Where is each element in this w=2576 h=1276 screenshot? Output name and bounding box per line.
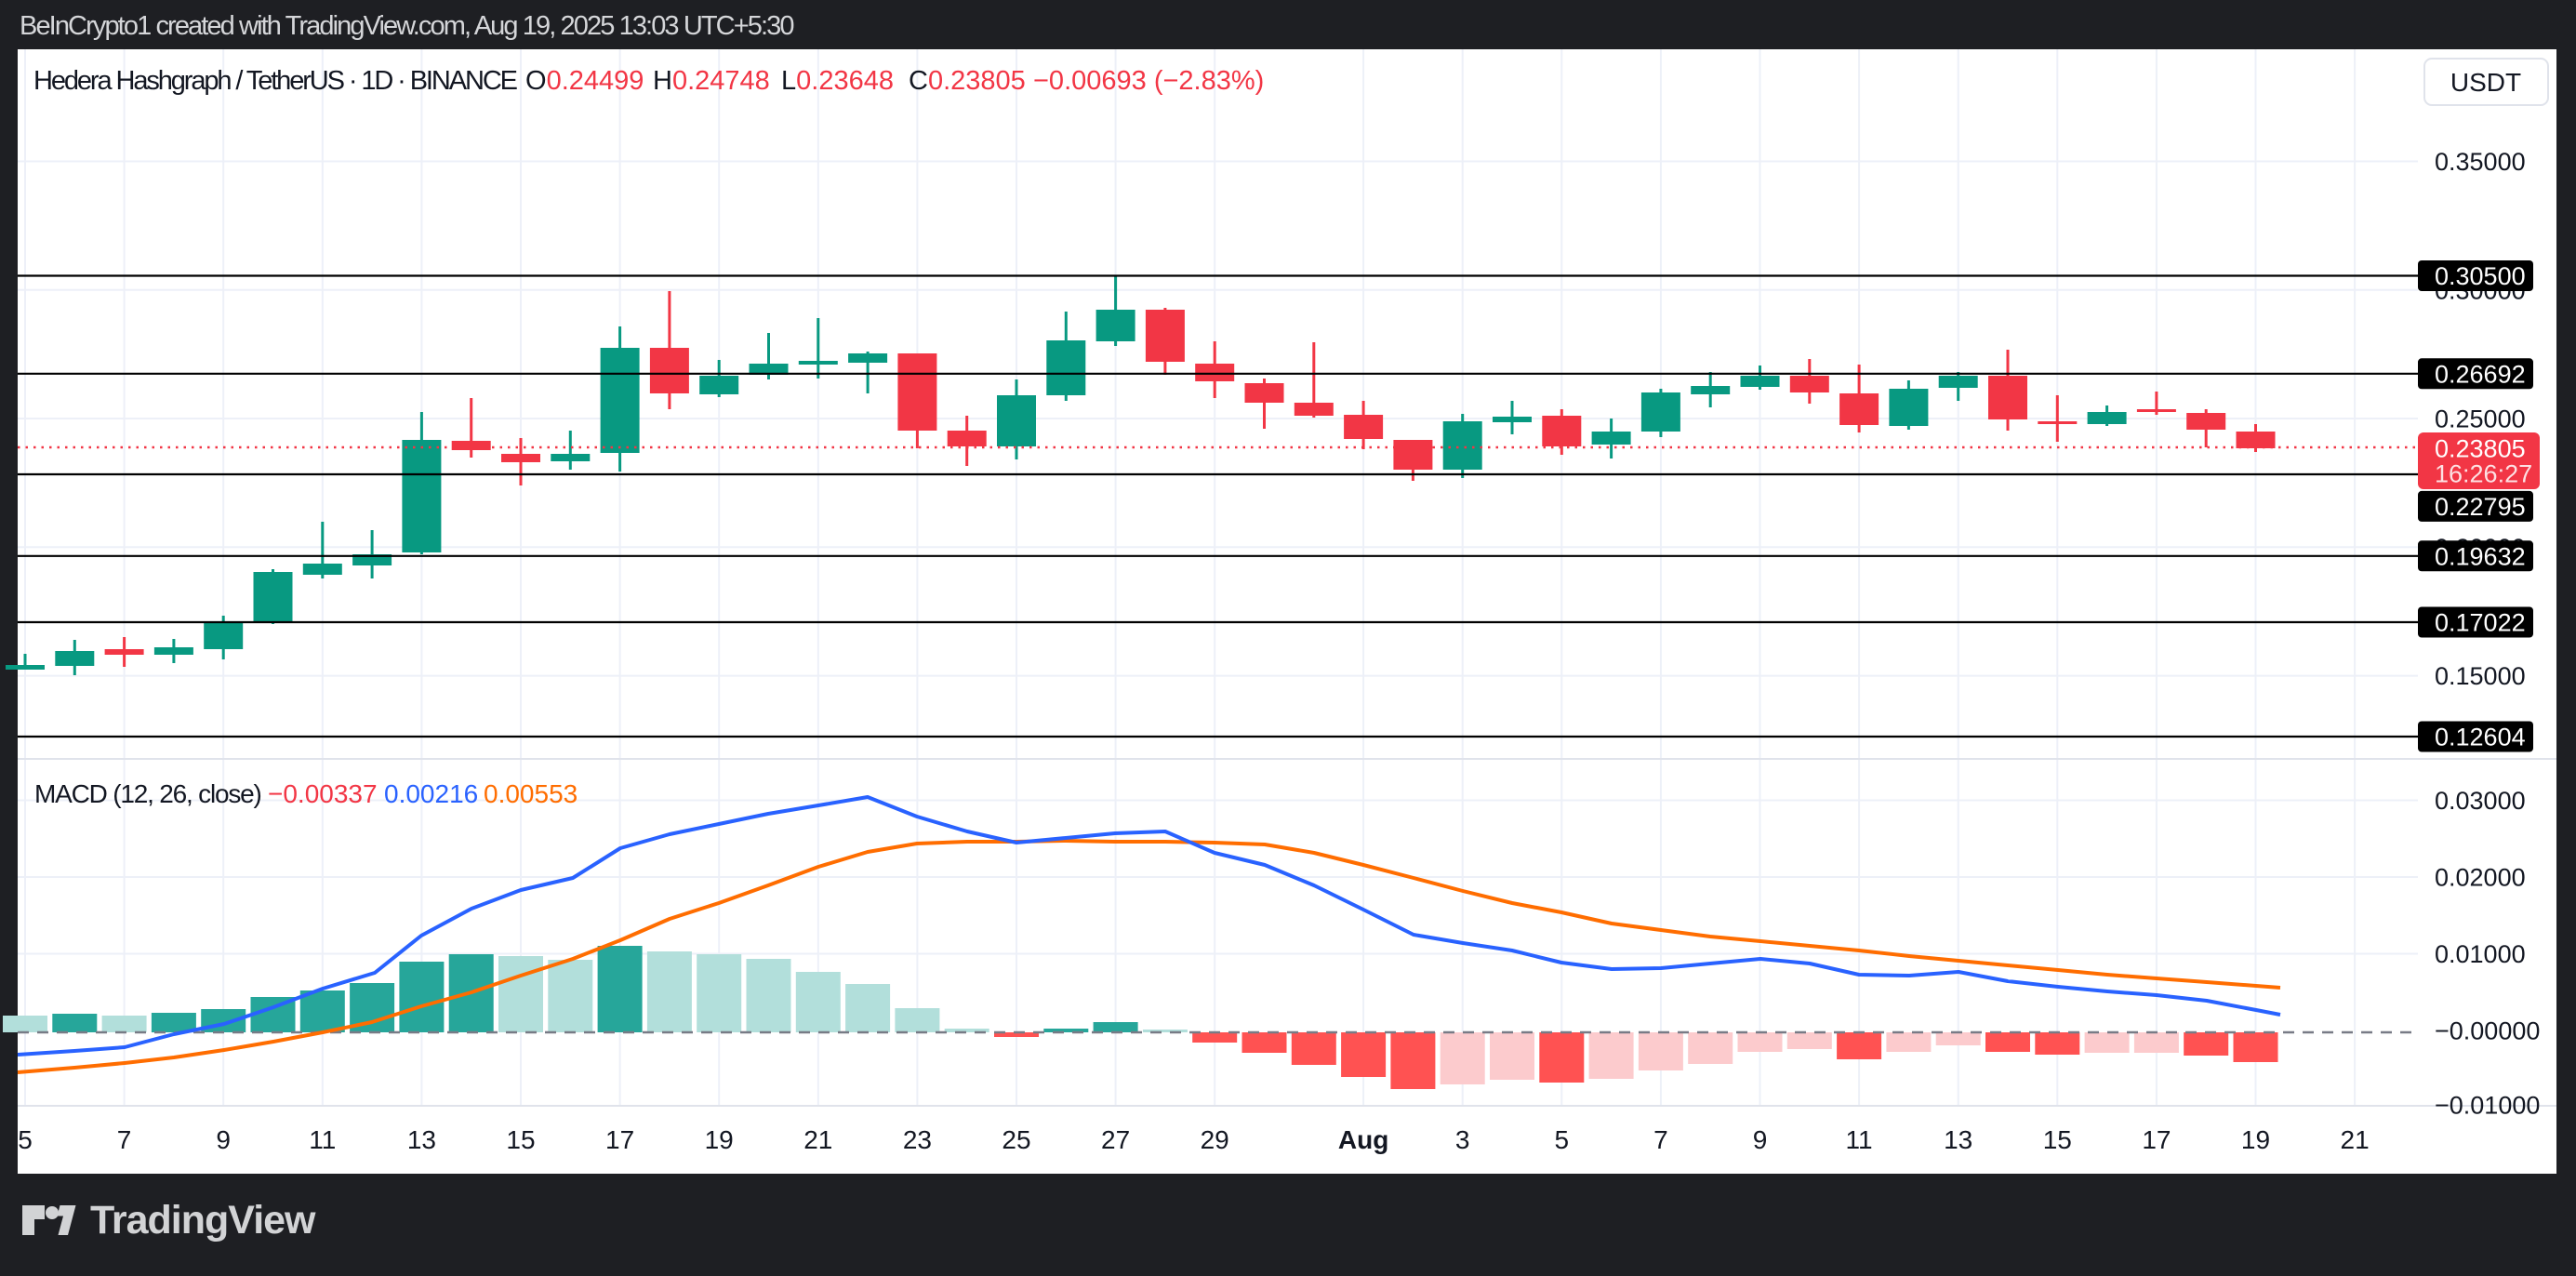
svg-text:13: 13 (1944, 1125, 1972, 1154)
svg-text:0.35000: 0.35000 (2435, 148, 2526, 176)
svg-text:9: 9 (1753, 1125, 1768, 1154)
svg-text:−0.01000: −0.01000 (2435, 1092, 2540, 1120)
svg-text:11: 11 (1846, 1125, 1873, 1154)
svg-text:0.01000: 0.01000 (2435, 940, 2526, 968)
svg-text:25: 25 (1002, 1125, 1030, 1154)
svg-text:15: 15 (2043, 1125, 2072, 1154)
svg-text:0.17022: 0.17022 (2435, 609, 2526, 637)
svg-text:15: 15 (506, 1125, 535, 1154)
svg-text:0.12604: 0.12604 (2435, 724, 2526, 751)
svg-text:TradingView: TradingView (90, 1198, 316, 1243)
svg-text:0.25000: 0.25000 (2435, 405, 2526, 433)
svg-text:17: 17 (2142, 1125, 2171, 1154)
svg-text:13: 13 (407, 1125, 436, 1154)
svg-text:23: 23 (903, 1125, 932, 1154)
svg-text:Hedera Hashgraph / TetherUS ·: Hedera Hashgraph / TetherUS · 1D · BINAN… (33, 66, 518, 96)
svg-text:5: 5 (18, 1125, 33, 1154)
svg-text:USDT: USDT (2450, 68, 2521, 97)
svg-text:21: 21 (803, 1125, 832, 1154)
svg-text:19: 19 (2241, 1125, 2270, 1154)
svg-text:Aug: Aug (1338, 1125, 1388, 1154)
svg-text:7: 7 (117, 1125, 132, 1154)
svg-text:29: 29 (1201, 1125, 1229, 1154)
svg-text:0.02000: 0.02000 (2435, 864, 2526, 892)
svg-text:−0.00000: −0.00000 (2435, 1017, 2540, 1045)
svg-text:0.26692: 0.26692 (2435, 360, 2526, 388)
svg-text:0.22795: 0.22795 (2435, 493, 2526, 521)
svg-text:BeInCrypto1 created with Tradi: BeInCrypto1 created with TradingView.com… (20, 11, 793, 41)
svg-text:19: 19 (705, 1125, 734, 1154)
svg-text:11: 11 (309, 1125, 336, 1154)
svg-text:MACD (12, 26, close): MACD (12, 26, close) (34, 779, 261, 808)
svg-text:21: 21 (2341, 1125, 2370, 1154)
svg-text:0.19632: 0.19632 (2435, 542, 2526, 570)
svg-text:3: 3 (1455, 1125, 1470, 1154)
svg-text:27: 27 (1101, 1125, 1130, 1154)
svg-text:0.23805: 0.23805 (2435, 435, 2526, 463)
svg-text:5: 5 (1555, 1125, 1570, 1154)
svg-text:16:26:27: 16:26:27 (2435, 460, 2532, 488)
svg-text:17: 17 (605, 1125, 634, 1154)
svg-text:7: 7 (1653, 1125, 1668, 1154)
svg-text:9: 9 (216, 1125, 231, 1154)
svg-text:0.30500: 0.30500 (2435, 262, 2526, 290)
svg-text:0.03000: 0.03000 (2435, 787, 2526, 815)
svg-text:0.15000: 0.15000 (2435, 662, 2526, 690)
